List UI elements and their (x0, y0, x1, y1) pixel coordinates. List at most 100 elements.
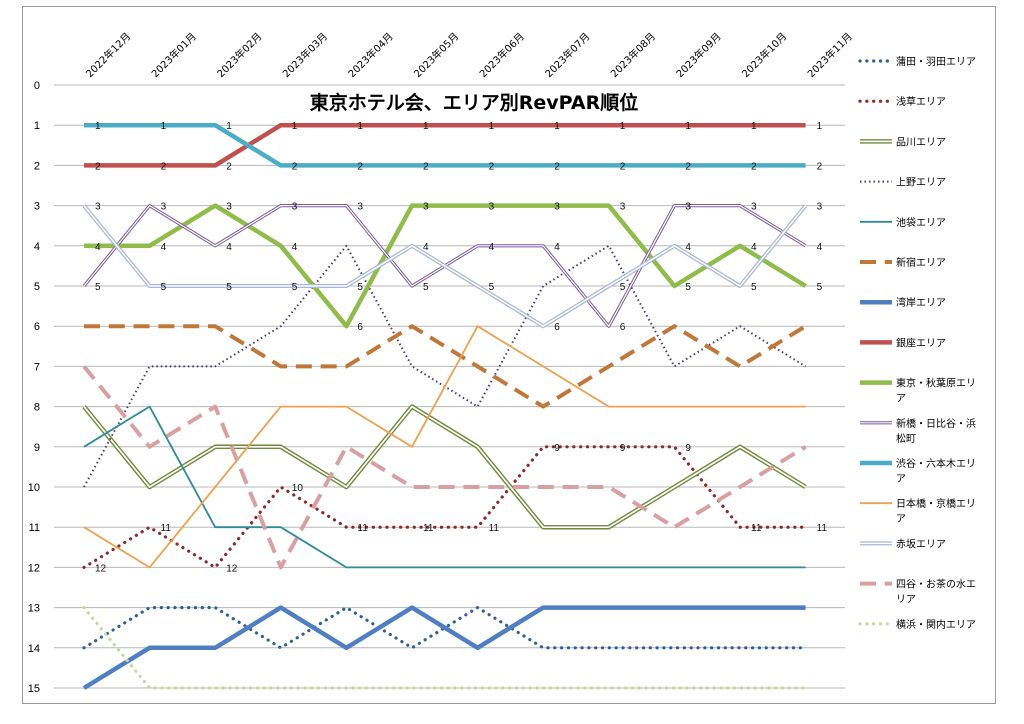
y-tick-label: 3 (34, 201, 40, 213)
data-label: 3 (226, 202, 232, 213)
data-label: 4 (554, 242, 560, 253)
series-lines (82, 122, 808, 690)
data-label: 6 (357, 322, 363, 333)
data-label: 12 (226, 563, 238, 574)
data-label: 4 (489, 242, 495, 253)
series-line (82, 365, 807, 570)
data-label: 10 (292, 483, 304, 494)
data-labels: 1 1 1 1 1 1 1 1 1 1 1 12 2 2 2 2 2 2 2 2 2 2 23 3 3 3 3 3 3 3 3 3 3 34 4 4 4… (95, 121, 827, 574)
x-tick-label: 2023年10月 (739, 30, 789, 80)
data-label: 5 (685, 282, 691, 293)
data-label: 1 (95, 121, 101, 132)
legend-label: 東京・秋葉原エリア (896, 377, 976, 405)
data-label: 3 (817, 202, 823, 213)
y-tick-label: 13 (28, 603, 40, 615)
data-label: 3 (423, 202, 429, 213)
legend: 蒲田・羽田エリア浅草エリア品川エリア上野エリア池袋エリア新宿エリア湾岸エリア銀座… (858, 55, 976, 631)
data-label: 1 (817, 121, 823, 132)
gridlines (54, 84, 845, 689)
x-tick-label: 2023年05月 (411, 30, 461, 80)
legend-item: 日本橋・京橋エリア (860, 497, 976, 525)
data-label: 4 (161, 242, 167, 253)
data-label: 4 (226, 242, 232, 253)
legend-item: 東京・秋葉原エリア (860, 377, 976, 405)
data-label: 5 (817, 282, 823, 293)
data-label: 1 (620, 121, 626, 132)
data-label: 11 (423, 523, 434, 534)
legend-item: 蒲田・羽田エリア (858, 55, 976, 68)
x-tick-label: 2023年01月 (149, 30, 199, 80)
legend-label: 渋谷・六本木エリア (896, 457, 976, 485)
data-label: 2 (751, 161, 757, 172)
legend-item: 品川エリア (860, 136, 946, 148)
data-label: 5 (95, 282, 101, 293)
data-label: 5 (226, 282, 232, 293)
data-label: 11 (489, 523, 500, 534)
legend-item: 四谷・お茶の水エリア (860, 578, 976, 606)
legend-label: 池袋エリア (896, 216, 946, 229)
legend-item: 横浜・関内エリア (858, 618, 976, 631)
x-tick-label: 2022年12月 (83, 30, 133, 80)
data-label: 2 (357, 161, 363, 172)
x-tick-label: 2023年08月 (608, 30, 658, 80)
data-label: 4 (751, 242, 757, 253)
data-label: 3 (292, 202, 298, 213)
data-label: 2 (226, 161, 232, 172)
data-label: 3 (95, 202, 101, 213)
data-label: 4 (685, 242, 691, 253)
data-label: 9 (620, 443, 626, 454)
data-label: 4 (95, 242, 101, 253)
data-label: 5 (423, 282, 429, 293)
x-tick-label: 2023年06月 (477, 30, 527, 80)
data-label: 1 (423, 121, 429, 132)
data-label: 3 (489, 202, 495, 213)
series-line (82, 445, 808, 570)
data-label: 6 (620, 322, 626, 333)
data-label: 2 (817, 161, 823, 172)
y-tick-label: 1 (34, 120, 40, 132)
data-label: 3 (685, 202, 691, 213)
legend-label: 銀座エリア (896, 336, 946, 349)
data-label: 11 (161, 523, 172, 534)
legend-item: 赤坂エリア (860, 538, 946, 550)
data-label: 2 (95, 161, 101, 172)
data-label: 5 (751, 282, 757, 293)
y-tick-label: 8 (34, 402, 40, 414)
data-label: 4 (292, 242, 298, 253)
data-label: 5 (620, 282, 626, 293)
series-line (84, 122, 806, 168)
y-tick-label: 4 (34, 241, 40, 253)
y-tick-label: 6 (34, 321, 40, 333)
data-label: 3 (554, 202, 560, 213)
legend-item: 渋谷・六本木エリア (860, 457, 976, 485)
y-tick-label: 7 (34, 361, 40, 373)
y-tick-label: 11 (29, 522, 40, 534)
legend-item: 池袋エリア (860, 216, 946, 229)
y-tick-label: 0 (34, 80, 40, 92)
data-label: 3 (620, 202, 626, 213)
legend-label: 湾岸エリア (896, 296, 946, 309)
data-label: 2 (489, 161, 495, 172)
y-tick-label: 2 (34, 160, 40, 172)
data-label: 4 (817, 242, 823, 253)
series-line (84, 203, 807, 329)
data-label: 1 (554, 121, 560, 132)
legend-label: 日本橋・京橋エリア (896, 497, 976, 525)
data-label: 5 (292, 282, 298, 293)
data-label: 6 (554, 322, 560, 333)
data-label: 2 (620, 161, 626, 172)
x-tick-label: 2023年11月 (805, 30, 855, 80)
legend-item: 浅草エリア (858, 95, 946, 108)
data-label: 9 (685, 443, 691, 454)
legend-item: 上野エリア (860, 177, 946, 189)
series-line (84, 122, 806, 168)
data-label: 5 (489, 282, 495, 293)
series-line (83, 325, 806, 569)
legend-label: 蒲田・羽田エリア (896, 55, 976, 68)
legend-item: 新宿エリア (860, 256, 946, 269)
data-label: 2 (292, 161, 298, 172)
x-tick-label: 2023年02月 (214, 30, 264, 80)
data-label: 3 (751, 202, 757, 213)
